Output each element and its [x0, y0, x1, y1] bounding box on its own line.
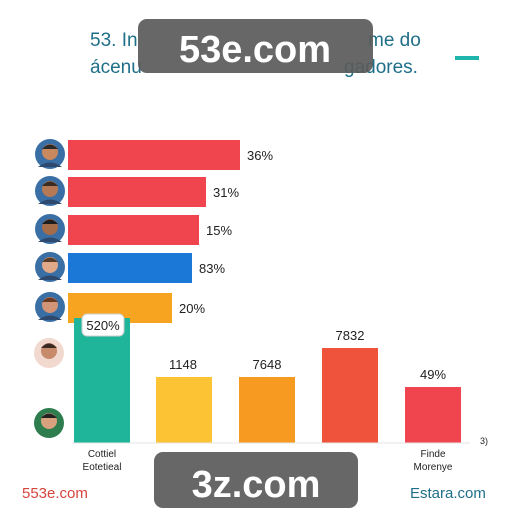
- title-line1-right: me do: [368, 30, 421, 51]
- accent-dash: [455, 56, 479, 60]
- vbar-category-5-line1: Finde: [420, 449, 445, 460]
- vbar-label-badge: [81, 313, 125, 337]
- vbar-label-1: 520%: [86, 318, 120, 333]
- hbar-1: [68, 140, 240, 170]
- avatar-2-icon: [35, 176, 65, 206]
- title-line1-left: 53. In: [90, 30, 138, 51]
- horizontal-bar-chart: 36% 31% 15% 83% 20%: [35, 139, 273, 323]
- vbar-2: [156, 377, 212, 443]
- stray-label: 3): [480, 436, 488, 446]
- vertical-bar-chart: 520% 1148 7648 7832 49%: [34, 313, 470, 444]
- vbar-3: [239, 377, 295, 443]
- watermark-top-text: 53e.com: [179, 29, 331, 71]
- hbar-3: [68, 215, 199, 245]
- vbar-label-5: 49%: [420, 367, 446, 382]
- hbar-2: [68, 177, 206, 207]
- hbar-label-3: 15%: [206, 223, 232, 238]
- hbar-label-4: 83%: [199, 261, 225, 276]
- avatar-1-icon: [35, 139, 65, 169]
- avatar-5-icon: [35, 292, 65, 322]
- vbar-label-3: 7648: [253, 357, 282, 372]
- avatar-3-icon: [35, 214, 65, 244]
- avatar-4-icon: [35, 252, 65, 282]
- watermark-bottom-text: 3z.com: [192, 464, 321, 506]
- title-line2-left: ácenu: [90, 57, 142, 78]
- watermark-bottom: 3z.com: [154, 452, 358, 508]
- footer-left: 553e.com: [22, 485, 88, 502]
- vbar-4: [322, 348, 378, 443]
- vbar-category-1-line2: Eotetieal: [83, 462, 122, 473]
- vbar-category-5-line2: Morenye: [414, 462, 453, 473]
- vbar-1: [74, 318, 130, 443]
- hbar-label-2: 31%: [213, 185, 239, 200]
- avatar-7-icon: [34, 408, 64, 438]
- avatar-6-icon: [34, 338, 64, 368]
- vbar-label-4: 7832: [336, 328, 365, 343]
- hbar-label-1: 36%: [247, 148, 273, 163]
- vbar-label-2: 1148: [169, 357, 197, 372]
- vbar-category-1-line1: Cottiel: [88, 449, 116, 460]
- hbar-label-5: 20%: [179, 301, 205, 316]
- watermark-top: 53e.com: [138, 19, 373, 73]
- vbar-5: [405, 387, 461, 443]
- hbar-4: [68, 253, 192, 283]
- footer-right: Estara.com: [410, 485, 486, 502]
